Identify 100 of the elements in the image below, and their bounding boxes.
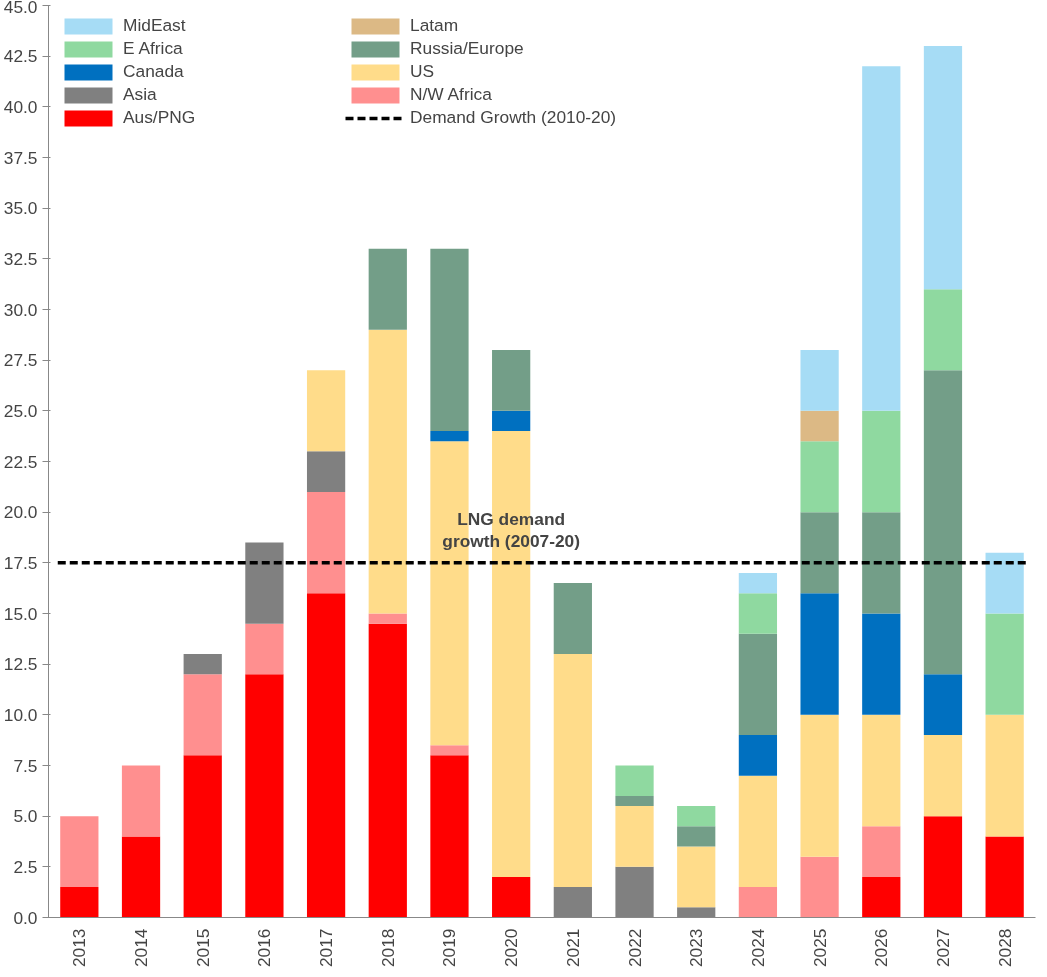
x-tick-label: 2025 [809,928,830,968]
bar [677,826,716,847]
bar [430,431,469,442]
bar [183,755,222,918]
y-tick-label: 30.0 [3,299,38,320]
bar [60,887,99,918]
y-tick-label: 22.5 [3,451,38,472]
bar [306,370,346,452]
y-tick-label: 10.0 [3,704,38,725]
bar [738,887,778,918]
y-tick-label: 37.5 [3,147,38,168]
bar [245,623,284,675]
bar [738,775,778,888]
legend-label: E Africa [123,38,184,59]
bar [245,674,284,918]
bar [862,714,901,827]
bar [60,816,99,888]
bar [862,512,901,614]
bar [492,350,531,411]
bar [430,755,469,918]
x-tick-label: 2022 [624,928,645,968]
y-tick-label: 45.0 [3,0,38,17]
bar [121,765,161,837]
legend-label: Canada [123,61,185,82]
bar [923,370,963,675]
bar [553,654,592,888]
bar [492,410,531,432]
y-tick-label: 5.0 [13,806,38,827]
bar [985,613,1024,715]
x-tick-label: 2028 [994,928,1015,968]
bar [800,441,839,513]
y-tick-label: 7.5 [13,755,38,776]
bar [183,674,222,756]
legend-label: N/W Africa [410,84,493,105]
bar [553,583,592,655]
bar [862,613,901,715]
y-tick-label: 17.5 [3,552,38,573]
x-tick-label: 2021 [562,928,583,968]
bar [183,654,222,675]
x-tick-label: 2019 [439,928,460,968]
bar [800,512,839,594]
bar [923,46,963,290]
bar [430,745,469,756]
bar [306,491,346,594]
x-tick-label: 2027 [932,928,953,968]
bar [923,816,963,918]
bar [800,714,839,857]
bar [738,572,778,594]
y-tick-label: 40.0 [3,96,38,117]
bar [492,876,531,918]
bar [677,846,716,908]
y-tick-label: 27.5 [3,350,38,371]
legend-label: Asia [123,84,158,105]
y-tick-label: 2.5 [13,856,38,877]
x-tick-label: 2023 [686,928,707,968]
y-tick-label: 12.5 [3,654,38,675]
bar [615,765,654,796]
x-tick-label: 2020 [501,928,522,968]
bar [800,410,839,442]
bar [677,806,716,827]
legend-label: Aus/PNG [123,107,197,128]
legend-label: US [410,61,436,82]
bar [306,451,346,492]
bar [862,826,901,877]
bar [800,593,839,715]
bar [862,876,901,918]
x-tick-label: 2018 [377,928,398,968]
bar [738,735,778,776]
x-tick-label: 2016 [254,928,275,968]
y-tick-label: 35.0 [3,198,38,219]
y-tick-label: 15.0 [3,603,38,624]
bar [368,329,407,614]
bar [985,836,1024,918]
bar [368,613,407,624]
bar [985,714,1024,837]
y-tick-label: 25.0 [3,400,38,421]
bar [800,350,839,411]
y-tick-label: 42.5 [3,46,38,67]
y-tick-label: 20.0 [3,502,38,523]
bar [800,856,839,918]
bar [738,633,778,736]
legend-label: MidEast [123,15,187,36]
x-tick-label: 2014 [131,928,152,968]
bar [615,795,654,807]
legend-label: Russia/Europe [410,38,525,59]
legend-label: Latam [410,15,460,36]
bar [368,248,407,330]
x-tick-label: 2015 [192,928,213,968]
legend-label: Demand Growth (2010-20) [410,107,618,128]
bar [923,674,963,736]
bar [862,66,901,411]
y-tick-label: 32.5 [3,248,38,269]
bar [121,836,161,918]
bar [430,248,469,432]
bar [615,806,654,867]
bar [368,623,407,918]
bar [923,735,963,817]
y-tick-label: 0.0 [13,907,38,928]
bar [245,542,284,624]
x-tick-label: 2017 [316,928,337,968]
